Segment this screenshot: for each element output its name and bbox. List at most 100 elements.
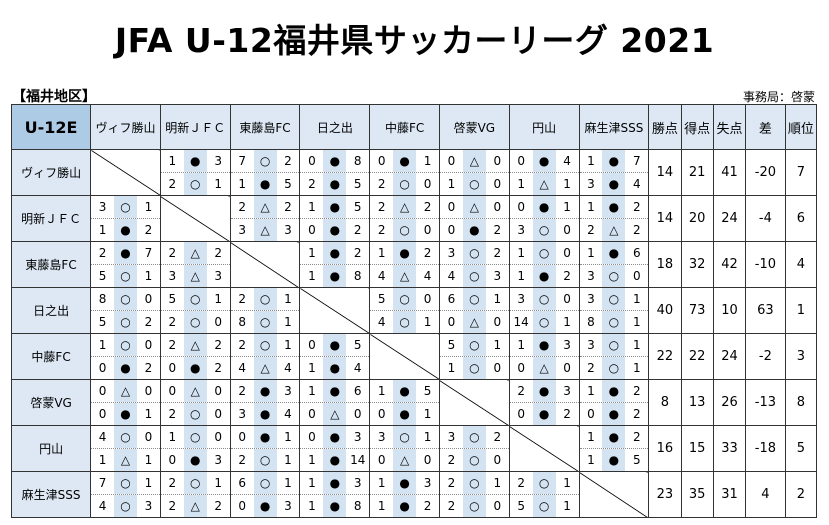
score-for: 1 bbox=[308, 453, 316, 467]
score-against: 0 bbox=[144, 338, 153, 352]
score-against: 1 bbox=[632, 315, 641, 329]
score-for: 3 bbox=[587, 177, 595, 191]
score-for: 2 bbox=[377, 200, 386, 214]
score-against: 1 bbox=[493, 338, 502, 352]
match-game: 1 ● 2 bbox=[370, 494, 439, 517]
match-result-cell: 0 △ 0 0 ● 2 bbox=[438, 195, 510, 242]
table-row: 明新ＪＦＣ 3 ○ 1 1 ● 2 2 △ 2 3 △ 3 1 ● 5 0 ● 2 2 △ 2 2 ○ 0 0 △ 0 0 ● 2 0 ● 1 3 ○… bbox=[10, 195, 818, 242]
score-against: 1 bbox=[144, 269, 153, 283]
match-result-cell: 1 ● 6 3 ○ 0 bbox=[578, 241, 650, 288]
column-header-team: 日之出 bbox=[299, 104, 371, 150]
result-mark: ● bbox=[602, 449, 626, 471]
table-row: 啓蒙VG 0 △ 0 0 ● 1 0 △ 0 2 ○ 0 2 ● 3 3 ● 4 1 ● 6 0 △ 0 1 ● 5 0 ● 1 2 ● 3 0 ● 2… bbox=[10, 379, 818, 426]
match-game: 2 ● 5 bbox=[300, 172, 370, 195]
match-game: 1 ● 3 bbox=[300, 472, 369, 494]
goal-difference-value: -13 bbox=[745, 379, 786, 426]
goals-for-value: 32 bbox=[680, 241, 714, 288]
score-against: 8 bbox=[353, 499, 362, 513]
score-for: 0 bbox=[98, 407, 107, 421]
row-team-name: 日之出 bbox=[10, 287, 92, 334]
column-header-team: 東藤島FC bbox=[229, 104, 301, 150]
self-match-diagonal bbox=[369, 333, 440, 380]
result-mark: ● bbox=[602, 196, 626, 218]
match-game: 5 ○ 1 bbox=[91, 264, 160, 287]
score-for: 1 bbox=[238, 177, 246, 191]
match-result-cell: 2 △ 2 0 ● 2 bbox=[159, 333, 231, 380]
match-game: 1 ○ 0 bbox=[161, 426, 230, 448]
rank-value: 4 bbox=[784, 241, 818, 288]
match-game: 3 ○ 0 bbox=[579, 264, 649, 287]
table-header-row: U-12E ヴィフ勝山 明新ＪＦＣ 東藤島FC 日之出 中藤FC 啓蒙VG 円山 麻生津SSS… bbox=[10, 104, 818, 150]
score-against: 4 bbox=[353, 361, 362, 375]
match-game: 0 △ 0 bbox=[439, 310, 509, 333]
match-game: 5 ○ 1 bbox=[440, 334, 509, 356]
match-result-cell: 2 ○ 1 2 ○ 0 bbox=[438, 471, 510, 518]
result-mark: ○ bbox=[114, 495, 137, 517]
score-for: 1 bbox=[308, 246, 316, 260]
result-mark: ● bbox=[323, 495, 347, 517]
match-game: 4 △ 4 bbox=[230, 356, 300, 379]
result-mark: △ bbox=[393, 265, 417, 287]
result-mark: ○ bbox=[462, 173, 486, 195]
result-mark: △ bbox=[253, 219, 277, 241]
score-against: 7 bbox=[632, 154, 641, 168]
score-for: 1 bbox=[377, 476, 386, 490]
score-for: 1 bbox=[517, 177, 526, 191]
result-mark: ○ bbox=[602, 288, 626, 310]
match-game: 4 ○ 3 bbox=[91, 494, 160, 517]
score-against: 0 bbox=[214, 384, 223, 398]
score-for: 1 bbox=[587, 453, 595, 467]
match-game: 0 ● 2 bbox=[439, 218, 509, 241]
result-mark: ○ bbox=[183, 472, 207, 494]
score-for: 0 bbox=[517, 361, 526, 375]
result-mark: ○ bbox=[253, 449, 277, 471]
result-mark: ○ bbox=[462, 242, 486, 264]
score-against: 3 bbox=[423, 476, 432, 490]
match-result-cell: 1 ● 3 1 ● 8 bbox=[299, 471, 371, 518]
result-mark: ● bbox=[393, 472, 417, 494]
league-table: U-12E ヴィフ勝山 明新ＪＦＣ 東藤島FC 日之出 中藤FC 啓蒙VG 円山 麻生津SSS… bbox=[10, 104, 818, 518]
match-game: 2 ○ 1 bbox=[231, 288, 300, 310]
match-game: 2 ○ 0 bbox=[370, 218, 439, 241]
match-game: 0 △ 0 bbox=[440, 196, 509, 218]
score-against: 5 bbox=[353, 200, 362, 214]
score-for: 0 bbox=[517, 407, 526, 421]
score-for: 2 bbox=[238, 292, 246, 306]
score-against: 1 bbox=[214, 292, 223, 306]
result-mark: ○ bbox=[462, 495, 486, 517]
match-result-cell: 3 ○ 1 2 ○ 1 bbox=[578, 333, 650, 380]
score-for: 1 bbox=[377, 384, 386, 398]
match-game: 3 ○ 0 bbox=[510, 288, 579, 310]
score-for: 0 bbox=[98, 361, 107, 375]
score-against: 3 bbox=[353, 476, 362, 490]
score-for: 5 bbox=[168, 292, 177, 306]
result-mark: ● bbox=[323, 265, 347, 287]
score-against: 0 bbox=[144, 384, 153, 398]
score-against: 3 bbox=[284, 384, 292, 398]
score-for: 0 bbox=[98, 384, 107, 398]
score-for: 2 bbox=[168, 177, 177, 191]
match-result-cell: 7 ○ 2 1 ● 5 bbox=[229, 149, 301, 196]
result-mark: ○ bbox=[462, 265, 486, 287]
match-result-cell: 2 ● 3 0 ● 2 bbox=[508, 379, 580, 426]
result-mark: ○ bbox=[532, 495, 556, 517]
score-against: 0 bbox=[214, 430, 223, 444]
result-mark: ● bbox=[253, 403, 277, 425]
match-game: 0 △ 0 bbox=[440, 150, 509, 172]
score-against: 1 bbox=[423, 430, 432, 444]
score-against: 1 bbox=[284, 453, 292, 467]
match-result-cell: 2 ○ 1 5 ○ 1 bbox=[508, 471, 580, 518]
result-mark: ● bbox=[393, 242, 417, 264]
score-against: 5 bbox=[632, 453, 641, 467]
match-game: 2 ○ 1 bbox=[510, 472, 579, 494]
match-game: 0 △ 0 bbox=[370, 448, 439, 471]
match-result-cell: 2 △ 2 2 ○ 0 bbox=[369, 195, 440, 242]
match-game: 6 ○ 1 bbox=[440, 288, 509, 310]
result-mark: ○ bbox=[602, 311, 626, 333]
result-mark: ● bbox=[114, 219, 137, 241]
self-match-diagonal bbox=[508, 425, 580, 472]
score-against: 1 bbox=[493, 292, 502, 306]
result-mark: △ bbox=[323, 403, 347, 425]
match-game: 3 ○ 2 bbox=[440, 242, 509, 264]
score-for: 0 bbox=[377, 407, 386, 421]
